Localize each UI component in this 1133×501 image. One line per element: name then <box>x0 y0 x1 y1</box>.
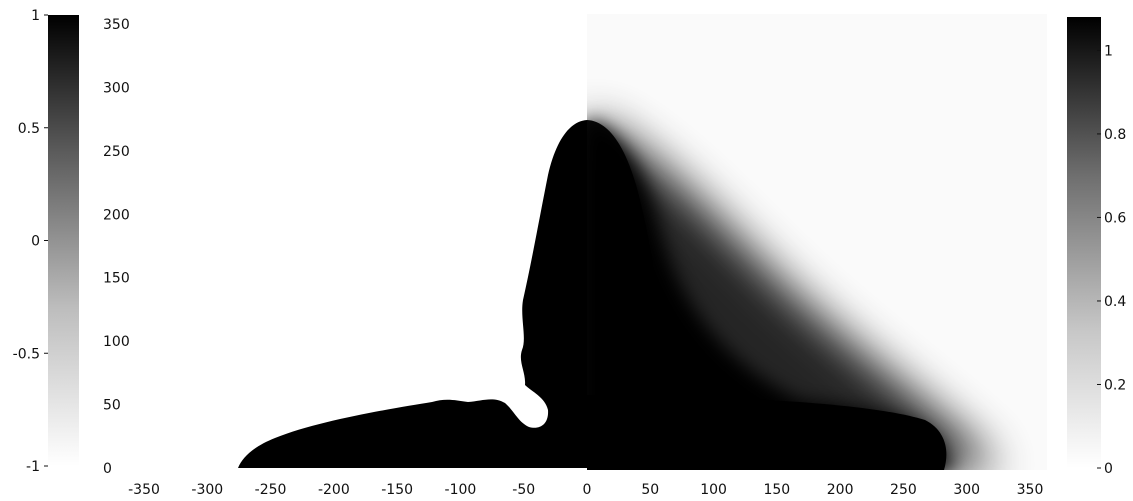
left-blob <box>238 120 587 468</box>
y-tick-label: 250 <box>103 144 130 160</box>
x-tick-label: 200 <box>827 482 854 498</box>
x-tick-label: -350 <box>128 482 160 498</box>
right-wake-core <box>587 120 955 470</box>
y-tick-label: 300 <box>103 80 130 96</box>
right-near-body <box>587 120 665 470</box>
x-tick-label: 50 <box>641 482 659 498</box>
right-colorbar-tick-label: 1 <box>1104 43 1113 59</box>
right-colorbar-gradient <box>1067 17 1101 468</box>
x-tick-label: 250 <box>890 482 917 498</box>
x-tick-label: 300 <box>953 482 980 498</box>
left-colorbar: -1 -0.5 0 0.5 1 <box>13 8 79 475</box>
left-colorbar-tick-label: 1 <box>31 8 40 24</box>
right-colorbar-tick-label: 0.2 <box>1104 377 1126 393</box>
right-colorbar-tick-label: 0.8 <box>1104 127 1126 143</box>
y-tick-label: 50 <box>103 398 121 414</box>
right-colorbar-ticks: 0 0.2 0.4 0.6 0.8 1 <box>1097 43 1126 477</box>
left-heatmap <box>238 120 587 468</box>
y-tick-label: 100 <box>103 334 130 350</box>
x-tick-label: -50 <box>512 482 535 498</box>
left-colorbar-tick-label: -1 <box>26 459 40 475</box>
x-tick-label: 350 <box>1017 482 1044 498</box>
x-tick-label: -100 <box>445 482 477 498</box>
right-colorbar-tick-label: 0.6 <box>1104 210 1126 226</box>
left-colorbar-gradient <box>48 15 79 466</box>
y-tick-label: 0 <box>103 461 112 477</box>
left-colorbar-tick-label: 0 <box>31 234 40 250</box>
x-tick-label: -150 <box>381 482 413 498</box>
left-colorbar-ticks: -1 -0.5 0 0.5 1 <box>13 8 48 475</box>
right-wake-base <box>587 395 947 470</box>
y-tick-label: 200 <box>103 207 130 223</box>
x-tick-label: -300 <box>191 482 223 498</box>
x-tick-label: -250 <box>255 482 287 498</box>
left-colorbar-tick-label: 0.5 <box>18 121 40 137</box>
x-tick-label: 100 <box>700 482 727 498</box>
y-tick-label: 150 <box>103 271 130 287</box>
x-tick-label: 150 <box>763 482 790 498</box>
x-tick-label: -200 <box>318 482 350 498</box>
right-colorbar-tick-label: 0 <box>1104 461 1113 477</box>
y-tick-label: 350 <box>103 17 130 33</box>
right-colorbar-tick-label: 0.4 <box>1104 294 1126 310</box>
x-axis: -350 -300 -250 -200 -150 -100 -50 0 50 100 150 200 2… <box>128 482 1043 498</box>
right-colorbar: 0 0.2 0.4 0.6 0.8 1 <box>1067 17 1126 477</box>
left-colorbar-tick-label: -0.5 <box>13 346 40 362</box>
x-tick-label: 0 <box>583 482 592 498</box>
right-heatmap <box>587 14 1047 470</box>
left-y-axis: 0 50 100 150 200 250 300 350 <box>103 17 130 477</box>
